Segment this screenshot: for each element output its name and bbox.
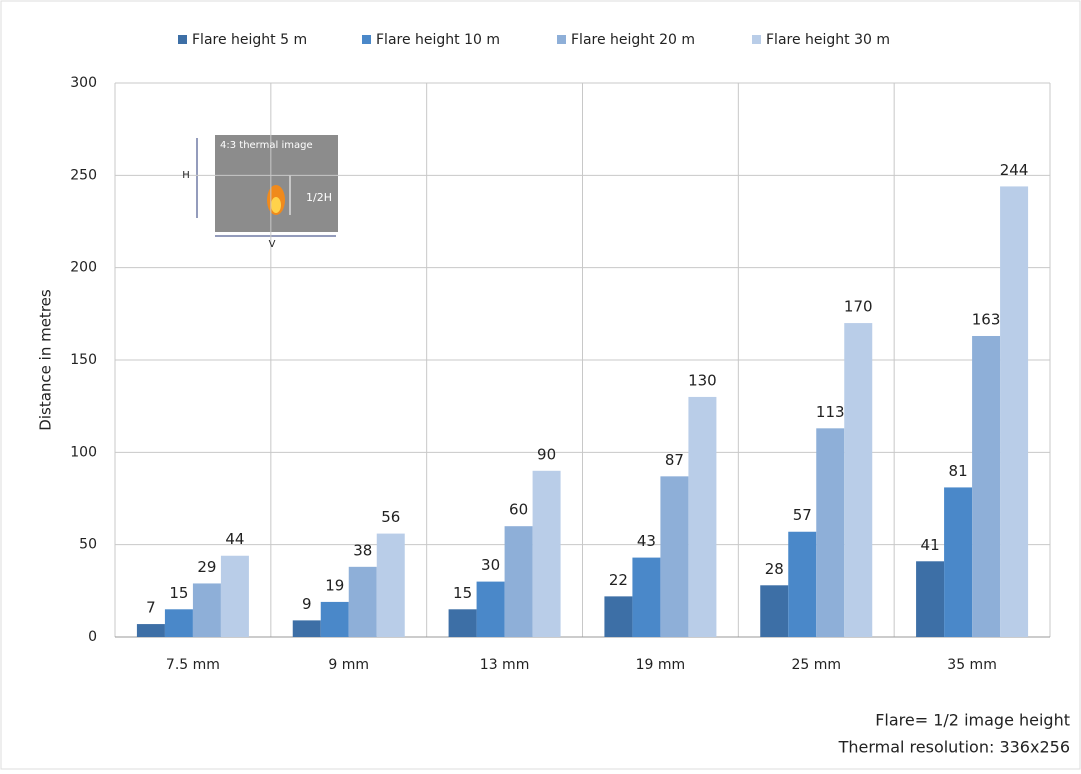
y-tick-label: 100 [70,444,97,460]
bar [292,620,321,637]
x-tick-label: 25 mm [791,657,841,673]
annotation: Thermal resolution: 336x256 [838,738,1070,757]
bar [632,557,661,637]
data-label: 30 [481,556,500,574]
legend-swatch [752,35,761,44]
data-label: 56 [381,508,400,526]
legend-swatch [362,35,371,44]
data-label: 38 [353,541,372,559]
data-label: 163 [972,310,1001,328]
y-axis-label: Distance in metres [37,289,55,431]
bar [760,585,789,637]
bar [844,323,873,637]
data-label: 113 [816,403,845,421]
bar [348,566,377,637]
data-label: 44 [225,530,244,548]
inset-image [215,135,338,232]
y-tick-label: 200 [70,260,97,276]
bar [788,531,817,637]
legend-swatch [557,35,566,44]
data-label: 130 [688,371,717,389]
bar [504,526,533,637]
data-label: 244 [1000,161,1029,179]
data-label: 15 [169,584,188,602]
inset [196,135,338,237]
legend-label: Flare height 30 m [766,32,890,48]
y-tick-label: 300 [70,75,97,91]
x-tick-label: 19 mm [636,657,686,673]
bar [1000,186,1029,637]
bar [660,476,689,637]
y-tick-label: 150 [70,352,97,368]
bar [688,396,717,637]
data-label: 19 [325,576,344,594]
bar [136,624,165,637]
data-label: 7 [146,599,156,617]
y-tick-label: 50 [79,537,97,553]
bar [320,601,349,637]
bar [532,470,561,637]
bar [448,609,477,637]
data-label: 9 [302,595,312,613]
bar [476,581,505,637]
bar [604,596,633,637]
data-label: 29 [197,558,216,576]
x-tick-label: 35 mm [947,657,997,673]
data-label: 87 [665,451,684,469]
bar [376,533,405,637]
data-label: 43 [637,532,656,550]
annotation: Flare= 1/2 image height [875,711,1070,730]
x-tick-label: 7.5 mm [166,657,220,673]
inset-label: H [182,170,190,181]
data-label: 170 [844,298,873,316]
bar [164,609,193,637]
x-tick-label: 9 mm [328,657,369,673]
data-label: 57 [793,506,812,524]
legend-label: Flare height 10 m [376,32,500,48]
data-label: 15 [453,584,472,602]
bar [192,583,221,637]
inset-label: 1/2H [306,191,332,204]
y-tick-label: 250 [70,167,97,183]
bar [972,335,1001,637]
data-label: 28 [765,560,784,578]
data-label: 22 [609,571,628,589]
inset-label: V [269,239,276,250]
bar [916,561,945,637]
flame-core [271,197,281,213]
y-tick-label: 0 [88,629,97,645]
bar [816,428,845,637]
inset-label: 4:3 thermal image [220,140,313,151]
data-label: 90 [537,445,556,463]
x-tick-label: 13 mm [480,657,530,673]
legend-label: Flare height 20 m [571,32,695,48]
legend-label: Flare height 5 m [192,32,307,48]
data-label: 41 [921,536,940,554]
data-label: 81 [949,462,968,480]
bar [944,487,973,637]
bar [220,555,249,637]
data-label: 60 [509,501,528,519]
legend-swatch [178,35,187,44]
